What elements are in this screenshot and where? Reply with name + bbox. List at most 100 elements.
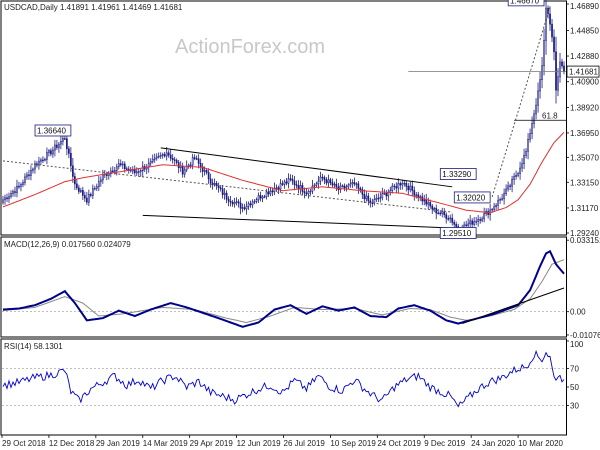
- candle-218: [437, 209, 440, 215]
- candle-body-039: [80, 190, 82, 192]
- rsi-ytick-label-1: 100: [570, 340, 584, 349]
- candle-078: [157, 152, 160, 159]
- candle-271: [543, 28, 545, 76]
- candle-197: [395, 182, 398, 193]
- candle-body-119: [239, 202, 242, 209]
- candle-026: [54, 139, 56, 157]
- candle-038: [78, 184, 80, 195]
- xtick-label-6: 12 Jun 2019: [237, 439, 282, 448]
- candle-body-034: [70, 153, 72, 167]
- candle-body-258: [517, 173, 519, 176]
- candle-body-235: [471, 220, 474, 225]
- candle-180: [361, 186, 364, 199]
- candle-277: [555, 36, 557, 104]
- watermark: ActionForex.com: [175, 36, 325, 58]
- candle-body-092: [185, 166, 188, 171]
- candle-016: [34, 160, 36, 174]
- candle-097: [195, 155, 198, 161]
- candle-060: [121, 160, 124, 170]
- candle-259: [519, 161, 521, 180]
- candle-body-015: [32, 168, 34, 171]
- candle-281: [563, 61, 565, 75]
- candle-248: [497, 195, 499, 210]
- candle-body-270: [541, 65, 543, 81]
- candle-body-097: [195, 158, 198, 160]
- candle-body-030: [62, 138, 64, 142]
- candle-body-024: [50, 150, 52, 155]
- candle-214: [429, 199, 432, 209]
- candle-224: [449, 214, 452, 223]
- candle-094: [189, 161, 192, 169]
- candle-body-107: [215, 183, 218, 186]
- annotation-box-1.46670: [507, 0, 545, 7]
- candle-body-110: [221, 188, 224, 195]
- candle-body-142: [285, 181, 288, 184]
- candle-body-215: [431, 205, 434, 210]
- xtick-label-12: 10 Mar 2020: [518, 439, 563, 448]
- candle-004: [10, 190, 12, 199]
- current-price-tag: 1.41681: [566, 65, 600, 78]
- candle-body-077: [155, 156, 158, 159]
- candle-body-159: [319, 176, 322, 182]
- candle-body-173: [347, 184, 350, 188]
- candle-body-049: [99, 179, 102, 182]
- candle-body-225: [451, 217, 454, 223]
- candle-011: [24, 173, 26, 186]
- candle-body-164: [329, 179, 332, 183]
- candle-257: [515, 170, 517, 180]
- candle-body-114: [229, 200, 232, 203]
- candle-189: [379, 192, 382, 203]
- candle-body-251: [503, 193, 505, 200]
- candle-body-232: [465, 224, 468, 227]
- candle-266: [533, 109, 535, 129]
- candle-199: [399, 181, 402, 190]
- candle-181: [363, 189, 366, 203]
- candle-body-155: [311, 185, 314, 192]
- xtick-label-10: 9 Dec 2019: [424, 439, 465, 448]
- candle-body-146: [293, 180, 296, 185]
- candle-111: [223, 188, 226, 200]
- candle-body-022: [46, 152, 48, 160]
- candle-body-241: [483, 213, 485, 220]
- macd-ytick-label-1: 0.033151: [570, 236, 600, 245]
- candle-256: [513, 172, 515, 185]
- candle-body-147: [295, 184, 298, 186]
- candle-163: [327, 174, 330, 188]
- candle-body-112: [225, 192, 228, 200]
- candle-091: [183, 166, 186, 178]
- candle-body-081: [163, 154, 166, 157]
- candle-body-026: [54, 144, 56, 151]
- candle-body-082: [165, 152, 168, 157]
- candle-105: [211, 178, 214, 190]
- candle-129: [259, 191, 262, 202]
- candle-body-167: [335, 183, 338, 188]
- candle-body-166: [333, 183, 336, 186]
- candle-223: [447, 215, 450, 222]
- candle-100: [201, 163, 204, 178]
- candle-204: [409, 181, 412, 193]
- candle-body-249: [499, 199, 501, 201]
- candle-body-206: [413, 190, 416, 196]
- candle-160: [321, 173, 324, 182]
- candle-body-025: [52, 149, 54, 155]
- candle-body-060: [121, 163, 124, 166]
- candle-body-046: [93, 187, 96, 190]
- candle-151: [303, 187, 306, 199]
- annotation-1.46670: 1.46670: [507, 0, 545, 7]
- candle-body-193: [387, 192, 390, 197]
- candle-021: [44, 157, 46, 162]
- candle-body-047: [95, 186, 98, 189]
- candle-114: [229, 196, 232, 207]
- candle-157: [315, 181, 318, 188]
- candle-127: [255, 197, 258, 204]
- candle-046: [93, 185, 96, 191]
- candle-body-153: [307, 191, 310, 195]
- candle-body-055: [111, 170, 114, 172]
- candle-body-154: [309, 190, 312, 193]
- macd-ytick-label-2: 0.00: [570, 308, 586, 317]
- xtick-label-8: 10 Sep 2019: [330, 439, 376, 448]
- candle-074: [149, 158, 152, 167]
- candle-body-102: [205, 170, 208, 173]
- candle-260: [521, 158, 523, 172]
